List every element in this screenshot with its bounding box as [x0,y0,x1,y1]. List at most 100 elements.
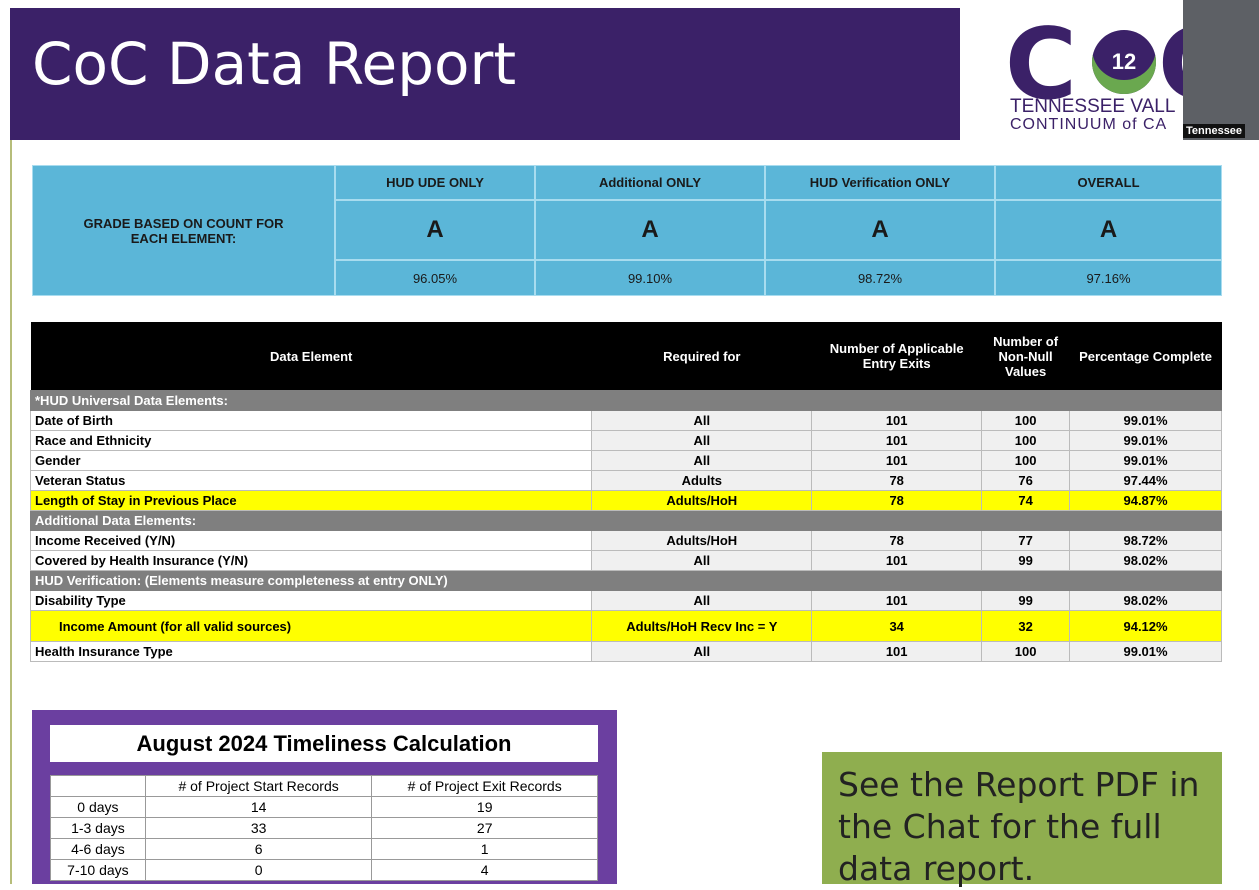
grade-label: GRADE BASED ON COUNT FOR EACH ELEMENT: [32,165,335,296]
cell: 78 [812,491,982,511]
section-row: Additional Data Elements: [31,511,1222,531]
column-header: Required for [592,322,812,391]
cell: 78 [812,471,982,491]
cell: 34 [812,611,982,642]
cell: 99.01% [1070,431,1222,451]
grade: A [995,200,1222,260]
cell: 100 [982,642,1070,662]
cell: Adults [592,471,812,491]
section-title: HUD Verification: (Elements measure comp… [31,571,1222,591]
cell: 99.01% [1070,411,1222,431]
cell: Health Insurance Type [31,642,592,662]
cell: 98.72% [1070,531,1222,551]
grade-percent: 97.16% [995,260,1222,296]
cell: 97.44% [1070,471,1222,491]
data-row: Income Amount (for all valid sources)Adu… [31,611,1222,642]
cell: 14 [145,797,372,818]
grade-header: HUD Verification ONLY [765,165,995,200]
logo-line: TENNESSEE VALL [1010,96,1175,118]
cell: Adults/HoH Recv Inc = Y [592,611,812,642]
column-header: # of Project Start Records [145,776,372,797]
section-row: HUD Verification: (Elements measure comp… [31,571,1222,591]
cell: 1 [372,839,598,860]
data-row: Date of BirthAll10110099.01% [31,411,1222,431]
grade-percent: 99.10% [535,260,765,296]
corner-cell [51,776,146,797]
cell: 77 [982,531,1070,551]
grade-header: HUD UDE ONLY [335,165,535,200]
cell: 94.87% [1070,491,1222,511]
header-row: # of Project Start Records# of Project E… [51,776,598,797]
cell: Income Amount (for all valid sources) [31,611,592,642]
logo-badge: 12 [1092,30,1156,94]
slide: CoC Data Report C 12 C TENNESSEE VALL CO… [0,0,1259,884]
cell: Income Received (Y/N) [31,531,592,551]
cell: 101 [812,431,982,451]
grade: A [335,200,535,260]
callout: See the Report PDF in the Chat for the f… [822,752,1222,884]
cell: 76 [982,471,1070,491]
cell: Adults/HoH [592,531,812,551]
cell: 98.02% [1070,551,1222,571]
cell: 0 [145,860,372,881]
cell: 4-6 days [51,839,146,860]
cell: 99 [982,551,1070,571]
cell: Race and Ethnicity [31,431,592,451]
cell: All [592,591,812,611]
cell: Gender [31,451,592,471]
cell: Covered by Health Insurance (Y/N) [31,551,592,571]
cell: Adults/HoH [592,491,812,511]
cell: 101 [812,591,982,611]
cell: 98.02% [1070,591,1222,611]
cell: 1-3 days [51,818,146,839]
cell: 32 [982,611,1070,642]
grade-percent: 96.05% [335,260,535,296]
grade-header: Additional ONLY [535,165,765,200]
cell: 100 [982,451,1070,471]
grade-percent: 98.72% [765,260,995,296]
cell: 99.01% [1070,451,1222,471]
cell: Length of Stay in Previous Place [31,491,592,511]
cell: 99.01% [1070,642,1222,662]
cell: 94.12% [1070,611,1222,642]
cell: 101 [812,451,982,471]
logo-line: CONTINUUM of CA [1010,116,1167,134]
cell: 19 [372,797,598,818]
cell: 27 [372,818,598,839]
cell: 78 [812,531,982,551]
grade-table: GRADE BASED ON COUNT FOR EACH ELEMENT:HU… [32,165,1222,296]
column-header: Data Element [31,322,592,391]
video-label: Tennessee [1183,124,1245,138]
column-header: Percentage Complete [1070,322,1222,391]
cell: Veteran Status [31,471,592,491]
cell: Disability Type [31,591,592,611]
data-row: GenderAll10110099.01% [31,451,1222,471]
cell: 101 [812,411,982,431]
cell: All [592,431,812,451]
cell: 101 [812,551,982,571]
grade: A [535,200,765,260]
cell: 100 [982,411,1070,431]
cell: 6 [145,839,372,860]
video-tile: Tennessee [1183,0,1259,140]
grade-header: OVERALL [995,165,1222,200]
cell: 33 [145,818,372,839]
cell: All [592,551,812,571]
column-header: Number of Applicable Entry Exits [812,322,982,391]
cell: All [592,642,812,662]
cell: 7-10 days [51,860,146,881]
cell: 99 [982,591,1070,611]
cell: 0 days [51,797,146,818]
